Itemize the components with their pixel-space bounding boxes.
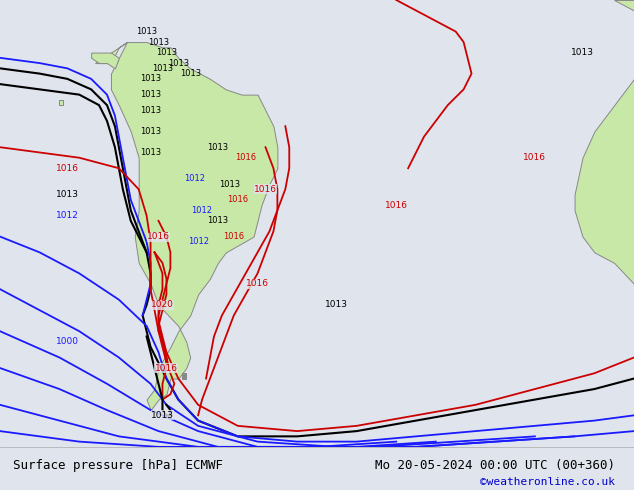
Text: 1012: 1012 [184,174,205,183]
Text: 1013: 1013 [56,190,79,199]
Text: 1016: 1016 [56,164,79,173]
Text: 1013: 1013 [168,59,189,68]
Text: 1013: 1013 [148,38,169,47]
Text: 1016: 1016 [246,279,269,289]
Text: 1013: 1013 [207,216,228,225]
Text: 1013: 1013 [179,69,201,78]
Text: 1013: 1013 [136,27,157,36]
Text: 1013: 1013 [140,106,161,115]
Text: 1016: 1016 [147,232,170,241]
Text: Mo 20-05-2024 00:00 UTC (00+360): Mo 20-05-2024 00:00 UTC (00+360) [375,459,615,472]
Text: 1020: 1020 [151,300,174,309]
Text: 1016: 1016 [223,232,244,241]
Text: 1013: 1013 [152,64,173,73]
Text: 1013: 1013 [219,179,240,189]
Text: 1016: 1016 [227,196,249,204]
Text: 1016: 1016 [235,153,256,162]
Text: 1013: 1013 [140,74,161,83]
Text: 1013: 1013 [140,127,161,136]
Text: 1016: 1016 [254,185,277,194]
Text: 1000: 1000 [56,337,79,346]
Text: 1016: 1016 [524,153,547,162]
Text: 1016: 1016 [155,364,178,372]
Text: ©weatheronline.co.uk: ©weatheronline.co.uk [480,477,615,487]
Text: 1013: 1013 [140,90,161,99]
Text: 1012: 1012 [56,211,79,220]
Text: 1012: 1012 [188,237,209,246]
Text: 1013: 1013 [156,48,177,57]
Text: 1012: 1012 [191,206,212,215]
Text: Surface pressure [hPa] ECMWF: Surface pressure [hPa] ECMWF [13,459,223,472]
Text: 1013: 1013 [571,48,594,57]
Text: 1013: 1013 [207,143,228,152]
Text: 1016: 1016 [385,200,408,210]
Text: 1013: 1013 [140,148,161,157]
Text: 1013: 1013 [151,411,174,420]
Text: 1013: 1013 [325,300,348,309]
